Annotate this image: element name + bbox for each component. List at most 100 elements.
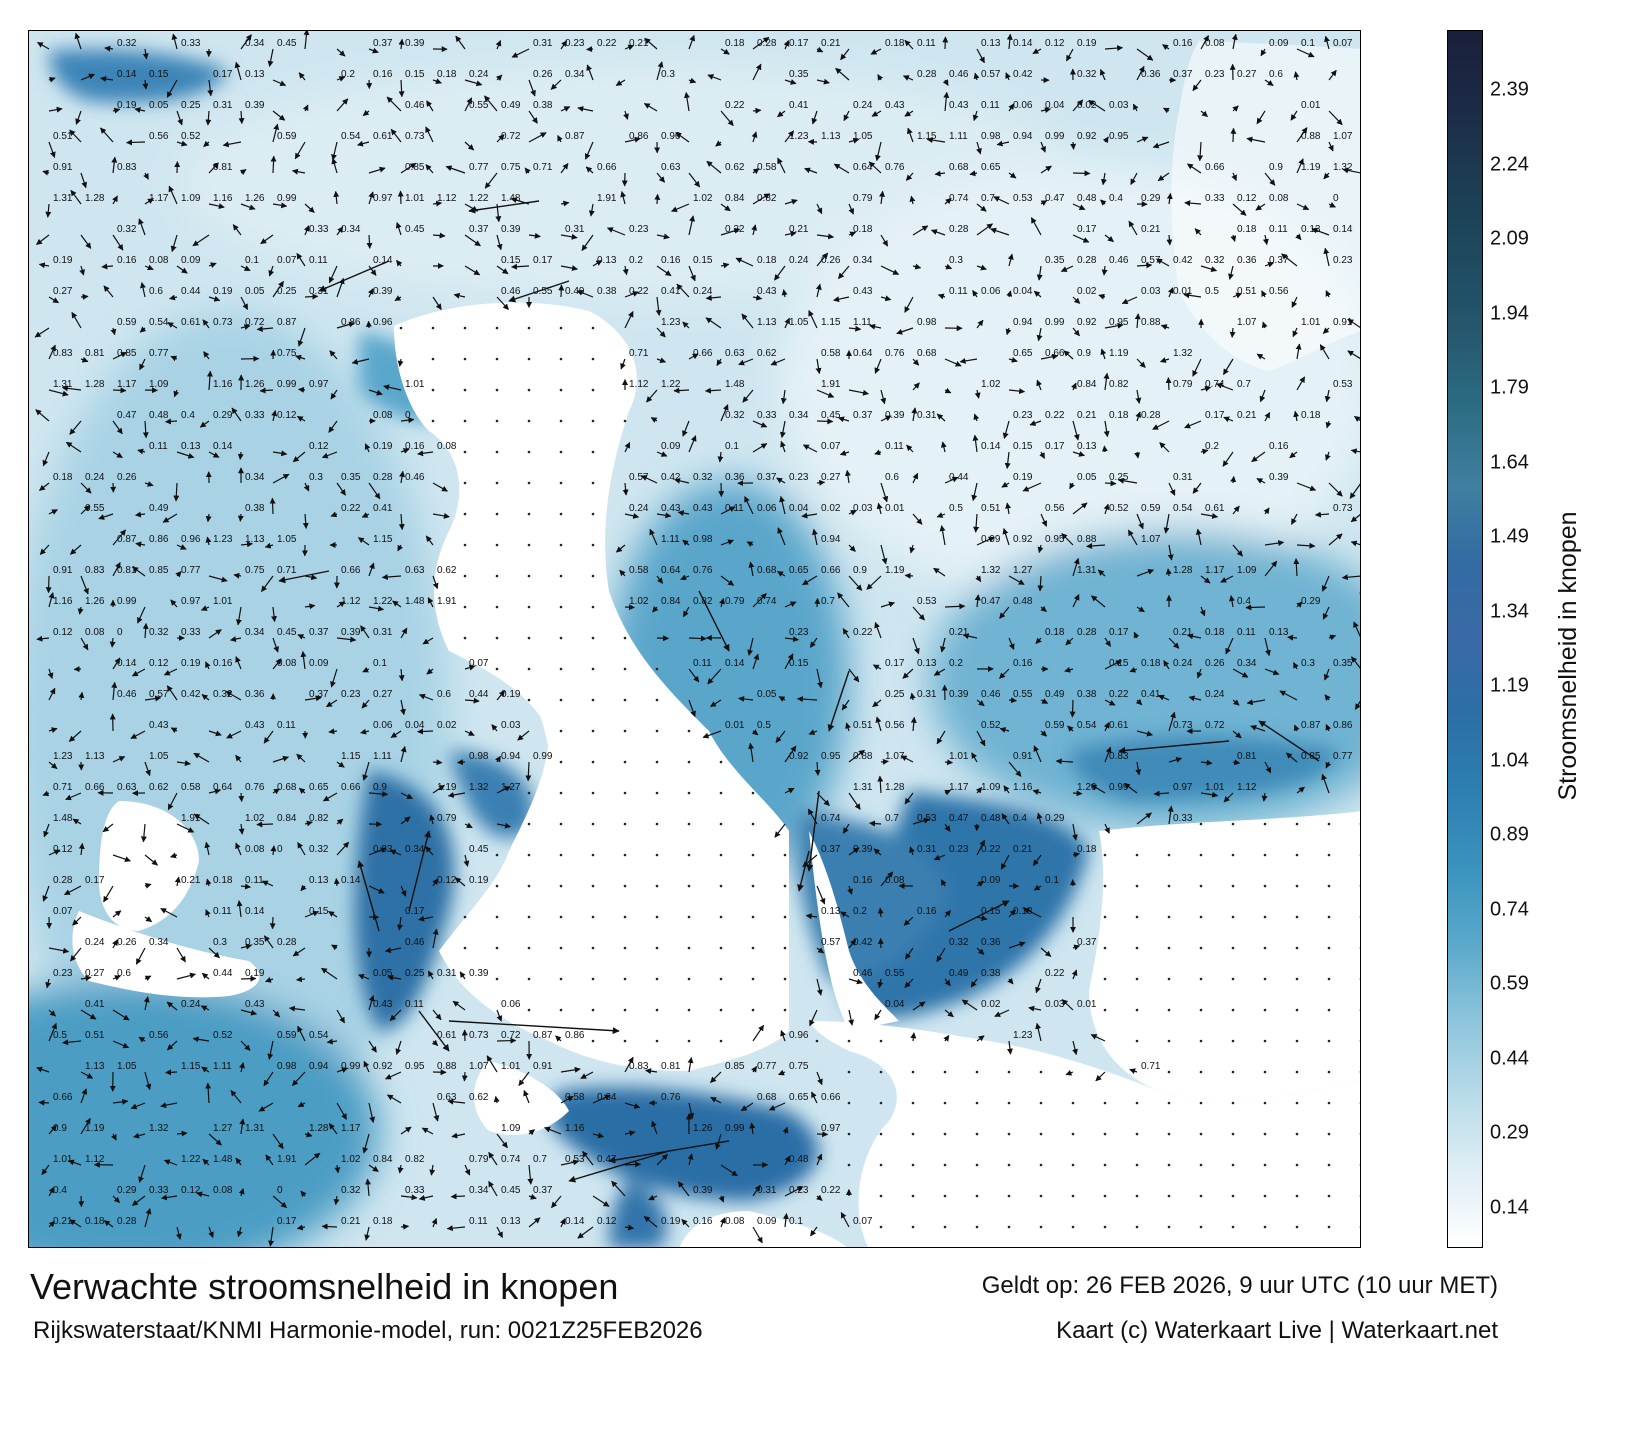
current-arrow xyxy=(208,730,222,737)
land-grid-dot xyxy=(495,481,499,485)
current-arrow xyxy=(304,910,320,918)
current-value-label: 0.17 xyxy=(213,69,233,80)
current-arrow xyxy=(909,692,916,701)
current-value-label: 1.22 xyxy=(373,596,393,607)
land-grid-dot xyxy=(1295,1039,1299,1043)
current-value-label: 0.34 xyxy=(245,38,265,49)
current-value-label: 1.48 xyxy=(501,193,521,204)
current-arrow xyxy=(165,418,178,425)
land-grid-dot xyxy=(783,1008,787,1012)
current-arrow xyxy=(235,606,242,626)
current-arrow xyxy=(656,265,672,277)
current-arrow xyxy=(624,291,639,298)
current-value-label: 0.6 xyxy=(149,286,163,297)
current-arrow xyxy=(751,224,758,236)
colorbar-tick-label: 0.59 xyxy=(1490,972,1529,995)
current-arrow xyxy=(1328,202,1336,208)
current-arrow xyxy=(1259,389,1266,403)
current-value-label: 0.65 xyxy=(981,162,1001,173)
current-value-label: 0.18 xyxy=(1237,224,1257,235)
current-arrow xyxy=(240,943,252,950)
current-value-label: 0.99 xyxy=(981,534,1001,545)
current-value-label: 0.88 xyxy=(437,1061,457,1072)
current-arrow xyxy=(78,842,85,856)
current-arrow xyxy=(144,264,154,271)
current-arrow xyxy=(848,544,856,552)
current-arrow xyxy=(909,846,915,856)
current-arrow xyxy=(677,510,690,517)
current-arrow xyxy=(1200,759,1213,766)
land-grid-dot xyxy=(1135,977,1139,981)
land-central-south xyxy=(809,1021,1360,1247)
current-arrow xyxy=(975,786,983,794)
current-value-label: 0.28 xyxy=(1141,410,1161,421)
land-grid-dot xyxy=(1199,884,1203,888)
current-arrow xyxy=(1223,792,1234,803)
current-arrow xyxy=(225,690,242,701)
current-value-label: 0.2 xyxy=(341,69,355,80)
current-value-label: 0.25 xyxy=(277,286,297,297)
current-value-label: 0.16 xyxy=(1173,38,1193,49)
current-arrow xyxy=(720,539,734,546)
land-grid-dot xyxy=(527,512,531,516)
current-arrow xyxy=(333,878,340,887)
current-value-label: 0.12 xyxy=(309,441,329,452)
current-arrow xyxy=(357,140,370,147)
current-value-label: 0.71 xyxy=(277,565,297,576)
current-value-label: 0.08 xyxy=(1205,38,1225,49)
current-value-label: 0.12 xyxy=(53,627,73,638)
current-value-label: 0.03 xyxy=(501,720,521,731)
current-arrow xyxy=(1036,327,1043,342)
current-arrow xyxy=(464,141,475,151)
current-arrow xyxy=(511,48,530,58)
current-arrow xyxy=(816,389,835,398)
current-arrow xyxy=(328,910,338,918)
land-grid-dot xyxy=(559,481,563,485)
current-speed-map[interactable]: 0.32 0.33 0.34 0.45 0.37 0.39 0.31 0.23 0.22 0.21… xyxy=(29,31,1361,1248)
current-value-label: 1.15 xyxy=(373,534,393,545)
current-value-label: 0.74 xyxy=(821,813,841,824)
current-arrow xyxy=(912,263,922,270)
current-value-label: 0.66 xyxy=(341,782,361,793)
current-arrow xyxy=(1136,568,1155,577)
current-arrow xyxy=(1071,382,1077,391)
current-value-label: 0.38 xyxy=(597,286,617,297)
land-grid-dot xyxy=(1231,1132,1235,1136)
current-arrow xyxy=(238,792,245,802)
current-value-label: 0.13 xyxy=(917,658,937,669)
current-value-label: 0.19 xyxy=(469,875,489,886)
current-arrow xyxy=(331,141,338,161)
current-value-label: 0.73 xyxy=(1173,720,1193,731)
current-value-label: 0.39 xyxy=(245,100,265,111)
current-value-label: 1.02 xyxy=(629,596,649,607)
land-grid-dot xyxy=(1295,915,1299,919)
current-arrow xyxy=(80,575,89,595)
current-value-label: 0.46 xyxy=(117,689,137,700)
land-grid-dot xyxy=(1167,1101,1171,1105)
current-arrow xyxy=(770,358,786,366)
current-arrow xyxy=(971,752,978,763)
current-value-label: 0.71 xyxy=(1141,1061,1161,1072)
current-arrow xyxy=(937,293,946,300)
current-value-label: 1.07 xyxy=(469,1061,489,1072)
current-arrow xyxy=(837,265,850,280)
current-value-label: 0.13 xyxy=(1077,441,1097,452)
land-grid-dot xyxy=(1103,946,1107,950)
map-frame[interactable]: 0.32 0.33 0.34 0.45 0.37 0.39 0.31 0.23 0.22 0.21… xyxy=(28,30,1361,1248)
current-arrow xyxy=(1032,789,1042,795)
land-grid-dot xyxy=(719,760,723,764)
current-arrow xyxy=(906,444,914,453)
current-arrow xyxy=(910,716,917,732)
current-arrow xyxy=(328,728,338,735)
current-arrow xyxy=(300,884,307,892)
current-value-label: 0.21 xyxy=(629,38,649,49)
current-arrow xyxy=(200,605,210,611)
land-grid-dot xyxy=(463,388,467,392)
current-value-label: 0.62 xyxy=(757,348,777,359)
current-arrow xyxy=(1200,35,1210,50)
land-grid-dot xyxy=(495,667,499,671)
current-arrow xyxy=(368,605,385,612)
current-arrow xyxy=(999,727,1010,733)
current-value-label: 0.64 xyxy=(213,782,233,793)
current-arrow xyxy=(392,600,402,608)
